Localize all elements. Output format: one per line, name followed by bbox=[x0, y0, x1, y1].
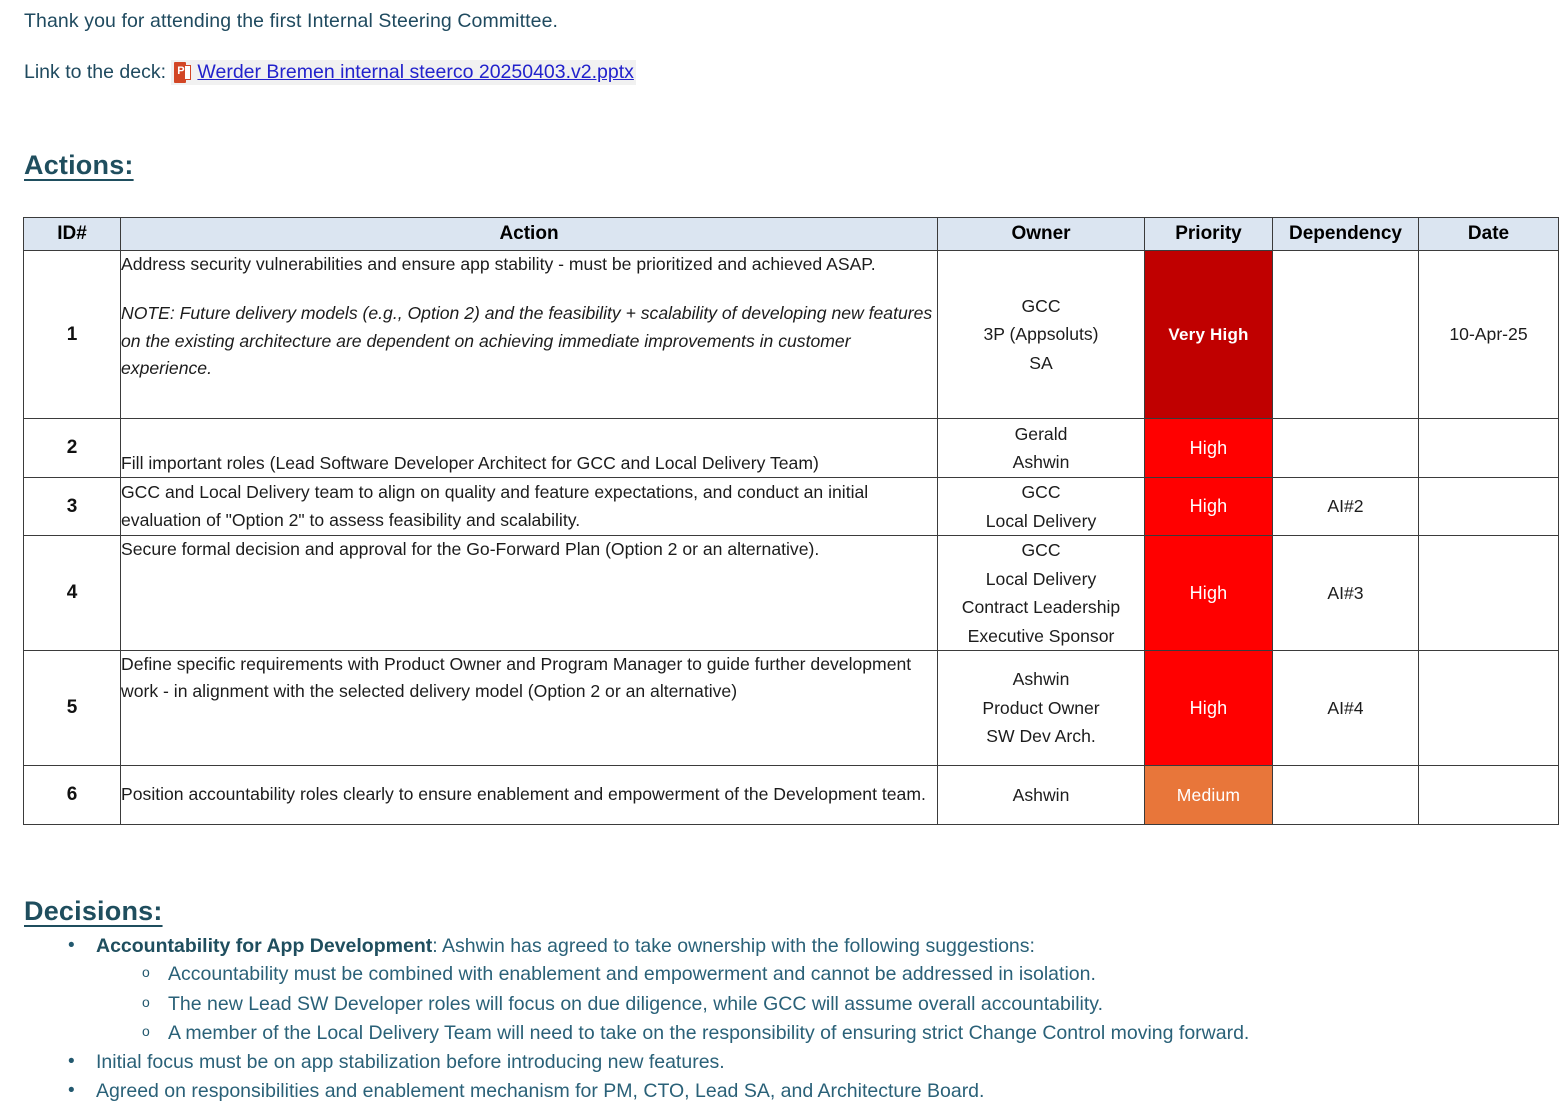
cell-action: GCC and Local Delivery team to align on … bbox=[120, 477, 938, 536]
action-main-text: Address security vulnerabilities and ens… bbox=[121, 254, 876, 274]
deck-hyperlink[interactable]: Werder Bremen internal steerco 20250403.… bbox=[197, 61, 634, 84]
cell-date bbox=[1418, 477, 1559, 536]
cell-priority: High bbox=[1144, 477, 1273, 536]
action-note-text: NOTE: Future delivery models (e.g., Opti… bbox=[121, 303, 933, 378]
deck-link-chip[interactable]: P Werder Bremen internal steerco 2025040… bbox=[171, 60, 636, 86]
actions-table-wrapper: ID# Action Owner Priority Dependency Dat… bbox=[23, 217, 1559, 825]
deck-link-row: Link to the deck: P Werder Bremen intern… bbox=[24, 60, 1563, 86]
table-row: 6 Position accountability roles clearly … bbox=[23, 765, 1559, 825]
list-item: • Agreed on responsibilities and enablem… bbox=[24, 1077, 1524, 1105]
table-row: 1 Address security vulnerabilities and e… bbox=[23, 250, 1559, 419]
cell-owner: Ashwin bbox=[937, 765, 1145, 825]
cell-owner: GCC 3P (Appsoluts) SA bbox=[937, 250, 1145, 419]
list-item: • Accountability for App Development: As… bbox=[24, 932, 1524, 1047]
cell-priority: High bbox=[1144, 535, 1273, 651]
list-item: o The new Lead SW Developer roles will f… bbox=[96, 990, 1524, 1018]
col-header-priority: Priority bbox=[1144, 217, 1273, 251]
cell-id: 5 bbox=[23, 650, 121, 766]
bullet-icon: • bbox=[68, 1051, 75, 1073]
cell-owner: GCC Local Delivery Contract Leadership E… bbox=[937, 535, 1145, 651]
list-item: o A member of the Local Delivery Team wi… bbox=[96, 1019, 1524, 1047]
decisions-heading: Decisions: bbox=[24, 896, 163, 926]
cell-id: 1 bbox=[23, 250, 121, 419]
powerpoint-file-icon: P bbox=[174, 62, 192, 84]
list-item: o Accountability must be combined with e… bbox=[96, 960, 1524, 988]
cell-dependency: AI#4 bbox=[1272, 650, 1419, 766]
cell-priority: High bbox=[1144, 650, 1273, 766]
col-header-date: Date bbox=[1418, 217, 1559, 251]
thank-you-paragraph: Thank you for attending the first Intern… bbox=[24, 10, 559, 32]
cell-action: Fill important roles (Lead Software Deve… bbox=[120, 418, 938, 478]
decisions-list: • Accountability for App Development: As… bbox=[24, 932, 1524, 1107]
deck-link-label: Link to the deck: bbox=[24, 61, 172, 84]
table-row: 2 Fill important roles (Lead Software De… bbox=[23, 418, 1559, 478]
cell-dependency bbox=[1272, 765, 1419, 825]
decision-sub-text: The new Lead SW Developer roles will foc… bbox=[168, 992, 1103, 1015]
cell-action: Define specific requirements with Produc… bbox=[120, 650, 938, 766]
list-item: • Initial focus must be on app stabiliza… bbox=[24, 1048, 1524, 1076]
actions-heading: Actions: bbox=[24, 150, 134, 180]
decision-body-text: : Ashwin has agreed to take ownership wi… bbox=[432, 935, 1035, 957]
table-row: 3 GCC and Local Delivery team to align o… bbox=[23, 477, 1559, 536]
cell-dependency bbox=[1272, 418, 1419, 478]
cell-dependency: AI#2 bbox=[1272, 477, 1419, 536]
cell-id: 6 bbox=[23, 765, 121, 825]
sub-bullet-icon: o bbox=[142, 993, 150, 1010]
col-header-owner: Owner bbox=[937, 217, 1145, 251]
table-row: 4 Secure formal decision and approval fo… bbox=[23, 535, 1559, 651]
decision-sub-text: A member of the Local Delivery Team will… bbox=[168, 1021, 1250, 1044]
cell-owner: Ashwin Product Owner SW Dev Arch. bbox=[937, 650, 1145, 766]
col-header-action: Action bbox=[120, 217, 938, 251]
sub-bullet-icon: o bbox=[142, 964, 150, 981]
cell-priority: Medium bbox=[1144, 765, 1273, 825]
cell-action: Secure formal decision and approval for … bbox=[120, 535, 938, 651]
cell-date bbox=[1418, 650, 1559, 766]
bullet-icon: • bbox=[68, 935, 75, 956]
decision-sub-text: Accountability must be combined with ena… bbox=[168, 963, 1096, 986]
powerpoint-icon-letter: P bbox=[177, 65, 185, 78]
cell-id: 3 bbox=[23, 477, 121, 536]
cell-owner: GCC Local Delivery bbox=[937, 477, 1145, 536]
cell-date bbox=[1418, 418, 1559, 478]
actions-table: ID# Action Owner Priority Dependency Dat… bbox=[23, 217, 1559, 825]
cell-action: Position accountability roles clearly to… bbox=[120, 765, 938, 825]
sub-bullet-icon: o bbox=[142, 1022, 150, 1039]
cell-date bbox=[1418, 765, 1559, 825]
decision-body-text: Initial focus must be on app stabilizati… bbox=[96, 1051, 725, 1074]
cell-action: Address security vulnerabilities and ens… bbox=[120, 250, 938, 419]
col-header-dependency: Dependency bbox=[1272, 217, 1419, 251]
col-header-id: ID# bbox=[23, 217, 121, 251]
cell-date: 10-Apr-25 bbox=[1418, 250, 1559, 419]
intro-block: Thank you for attending the first Intern… bbox=[0, 0, 1563, 86]
cell-owner: Gerald Ashwin bbox=[937, 418, 1145, 478]
cell-dependency bbox=[1272, 250, 1419, 419]
cell-priority: High bbox=[1144, 418, 1273, 478]
cell-id: 2 bbox=[23, 418, 121, 478]
cell-date bbox=[1418, 535, 1559, 651]
table-row: 5 Define specific requirements with Prod… bbox=[23, 650, 1559, 766]
decision-lead-text: Accountability for App Development bbox=[96, 935, 433, 957]
cell-id: 4 bbox=[23, 535, 121, 651]
cell-dependency: AI#3 bbox=[1272, 535, 1419, 651]
decision-body-text: Agreed on responsibilities and enablemen… bbox=[96, 1080, 985, 1103]
table-header-row: ID# Action Owner Priority Dependency Dat… bbox=[23, 217, 1559, 251]
bullet-icon: • bbox=[68, 1080, 75, 1102]
cell-priority: Very High bbox=[1144, 250, 1273, 419]
